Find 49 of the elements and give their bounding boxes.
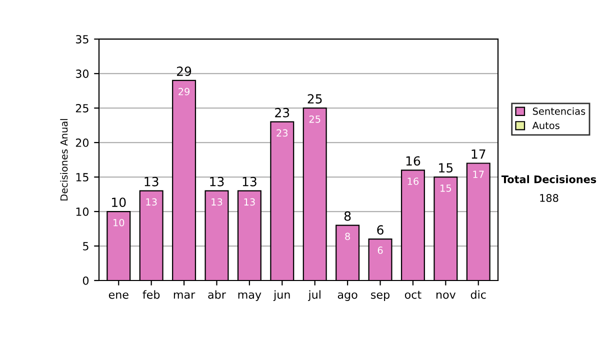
x-tick-label: oct [404,290,422,299]
x-tick-label: ene [108,292,128,299]
total-label: 29 [176,66,192,76]
data-label: 8 [345,232,350,240]
y-tick-label: 25 [76,104,88,112]
data-label: 15 [440,184,452,192]
total-label: 25 [308,94,322,104]
x-tick-label: jun [273,290,290,301]
legend-label: Autos [532,122,560,130]
total-label: 10 [112,198,126,208]
total-label: 16 [406,156,420,166]
x-tick-label: nov [436,292,456,299]
x-tick-label: jul [308,290,320,301]
data-label: 13 [212,198,222,206]
data-label: 17 [473,170,484,178]
y-tick-label: 15 [76,173,88,182]
y-tick-label: 20 [76,138,89,147]
data-label: 16 [408,178,419,185]
x-tick-label: dic [470,290,486,299]
legend-label: Sentencias [532,107,586,115]
total-label: 17 [472,149,486,159]
data-label: 10 [114,218,124,226]
total-label: 8 [344,211,351,221]
x-tick-label: may [238,292,262,301]
data-label: 13 [244,198,255,206]
total-label: 13 [210,176,224,186]
total-label: 13 [144,176,158,186]
data-label: 29 [178,88,190,96]
y-axis-title: Decisiones Anual [60,119,68,200]
x-tick-label: sep [371,292,390,301]
x-tick-label: mar [174,292,196,299]
total-label: 15 [439,163,453,173]
text: Total Decisiones [501,175,596,184]
total-label: 23 [275,108,290,118]
y-tick-label: 10 [76,208,89,216]
data-label: 23 [276,129,288,137]
x-tick-label: feb [142,290,160,299]
x-tick-label: abr [208,290,226,299]
total-label: 13 [242,176,256,186]
x-tick-label: ago [338,292,358,301]
y-tick-label: 35 [76,35,88,44]
y-tick-label: 0 [82,276,89,285]
y-tick-label: 5 [83,242,88,250]
y-tick-label: 30 [76,70,89,78]
data-label: 6 [378,246,383,254]
total-label: 6 [377,225,384,235]
data-label: 13 [146,198,157,206]
text: 188 [540,194,558,202]
data-label: 25 [309,116,320,123]
